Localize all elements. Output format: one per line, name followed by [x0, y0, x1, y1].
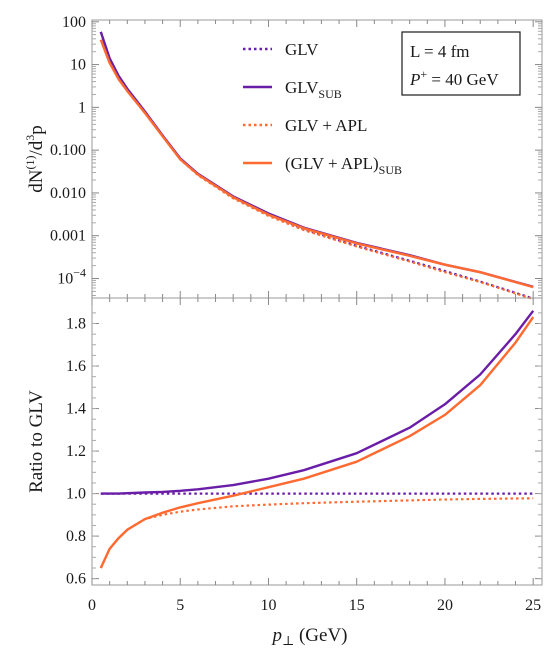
- y-tick-label: 1: [78, 99, 86, 116]
- legend: GLV GLVSUB GLV + APL (GLV + APL)SUB: [243, 40, 402, 177]
- x-axis-ticks: 0 5 10 15 20 25: [88, 597, 541, 614]
- y-tick-label: 1.8: [66, 316, 86, 333]
- y-tick-label: 1.0: [66, 486, 86, 503]
- y-tick-label: 10: [70, 57, 86, 74]
- series-line-glv-sub: [100, 310, 535, 495]
- x-tick-label: 20: [437, 597, 453, 614]
- y-tick-label: 0.001: [50, 228, 86, 245]
- y-tick-label: 100: [62, 14, 86, 31]
- y-axis-title: dN(1)/d3p: [23, 125, 47, 193]
- parameter-box-frame: [401, 31, 521, 96]
- parameter-length: L = 4 fm: [410, 42, 469, 61]
- y-axis-title: Ratio to GLV: [26, 390, 47, 493]
- legend-label: GLV + APL: [285, 116, 367, 135]
- legend-label: GLVSUB: [285, 78, 342, 101]
- parameter-momentum: P+ = 40 GeV: [409, 67, 499, 89]
- legend-label: (GLV + APL)SUB: [285, 154, 402, 177]
- series-line-glv-apl-sub: [99, 39, 534, 289]
- x-tick-label: 5: [176, 597, 184, 614]
- x-tick-label: 0: [88, 597, 96, 614]
- y-tick-label: 0.6: [66, 571, 86, 588]
- x-tick-label: 15: [349, 597, 365, 614]
- x-tick-label: 25: [525, 597, 541, 614]
- x-tick-label: 10: [260, 597, 276, 614]
- series-line-glv-apl: [99, 497, 534, 569]
- y-tick-label: 0.010: [50, 185, 86, 202]
- y-tick-label: 1.4: [66, 401, 86, 418]
- panel-frame: [91, 297, 543, 586]
- x-axis-title: p⊥ (GeV): [270, 625, 347, 648]
- y-tick-label: 0.100: [50, 142, 86, 159]
- y-tick-label: 1.6: [66, 358, 86, 375]
- y-tick-label: 1.2: [66, 443, 86, 460]
- series-line-glv-apl-sub: [99, 316, 535, 569]
- legend-label: GLV: [285, 40, 319, 59]
- ratio-panel: 0.6 0.8 1.0 1.2 1.4 1.6 1.8 Ratio to GLV: [26, 297, 543, 588]
- spectrum-panel: 100 10 1 0.100 0.010 0.001 10−4 dN(1)/d3p: [23, 14, 543, 301]
- y-tick-label: 0.8: [66, 528, 86, 545]
- y-tick-label: 10−4: [57, 265, 86, 287]
- parameter-box: L = 4 fm P+ = 40 GeV: [401, 31, 521, 96]
